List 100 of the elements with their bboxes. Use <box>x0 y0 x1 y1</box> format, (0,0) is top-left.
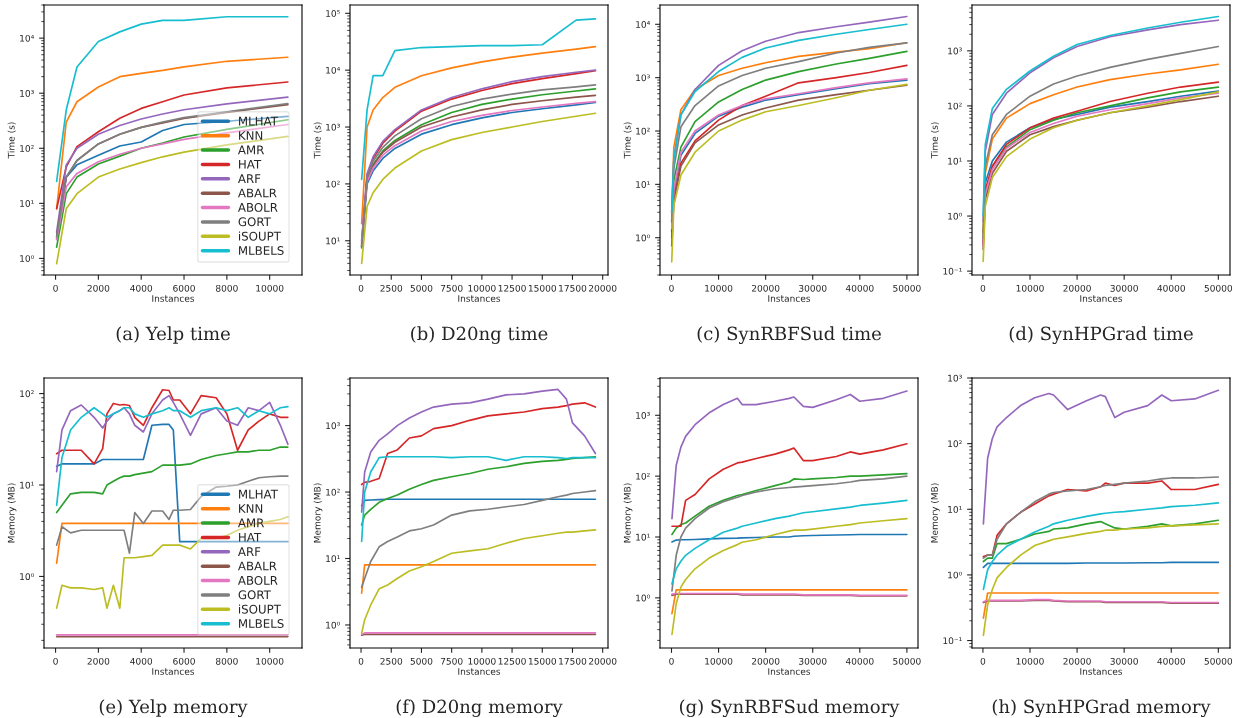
y-tick-label: 10² <box>636 127 650 135</box>
x-tick-label: 17500 <box>559 657 587 665</box>
x-tick-label: 2000 <box>87 657 110 665</box>
x-tick-label: 7500 <box>440 657 463 665</box>
text: (g) SynRBFSud memory <box>679 699 900 718</box>
x-axis-title: Instances <box>152 295 195 302</box>
x-tick-label: 10000 <box>256 284 284 292</box>
legend-label: ABALR <box>237 188 277 198</box>
y-axis-title: Memory (MB) <box>7 483 17 543</box>
x-tick-label: 10000 <box>468 284 496 292</box>
legend-label: AMR <box>237 518 265 528</box>
x-tick-label: 2500 <box>380 284 403 292</box>
x-axis-title: Instances <box>458 295 501 302</box>
x-tick-label: 2500 <box>380 657 403 665</box>
y-tick-label: 10³ <box>326 123 340 131</box>
x-tick-label: 2000 <box>87 284 110 292</box>
x-tick-label: 10000 <box>705 657 733 665</box>
x-tick-label: 40000 <box>1157 284 1185 292</box>
y-tick-label: 10⁴ <box>20 34 34 42</box>
y-tick-label: 10¹ <box>636 181 650 188</box>
x-tick-label: 50000 <box>1204 284 1233 292</box>
x-tick-label: 4000 <box>130 284 153 292</box>
legend-label: ABOLR <box>237 575 278 585</box>
x-tick-label: 20000 <box>1063 657 1091 665</box>
x-tick-label: 0 <box>53 657 58 665</box>
x-tick-label: 0 <box>980 657 986 665</box>
y-axis-title: Memory (MB) <box>930 483 940 543</box>
x-tick-label: 6000 <box>173 657 195 665</box>
y-tick-label: 10⁰ <box>326 621 340 629</box>
legend-label: HAT <box>239 532 262 542</box>
y-tick-label: 10⁰ <box>636 234 650 242</box>
x-tick-label: 12500 <box>498 284 526 292</box>
legend-label: iSOUPT <box>239 604 281 614</box>
y-axis-title: Time (s) <box>7 122 16 159</box>
y-tick-label: 10⁰ <box>948 571 962 579</box>
x-tick-label: 30000 <box>1110 657 1138 665</box>
y-tick-label: 10⁴ <box>636 21 650 28</box>
y-tick-label: 10³ <box>948 374 962 382</box>
x-tick-label: 50000 <box>1204 657 1233 665</box>
x-tick-label: 10000 <box>1016 657 1044 665</box>
legend-label: ARF <box>237 174 261 183</box>
y-axis-title: Memory (MB) <box>313 483 323 543</box>
x-axis-title: Instances <box>152 668 195 675</box>
legend-label: MLHAT <box>239 116 278 126</box>
y-tick-label: 10¹ <box>326 555 340 563</box>
x-axis-title: Instances <box>768 295 811 302</box>
x-tick-label: 40000 <box>845 657 874 665</box>
x-tick-label: 10000 <box>705 284 733 292</box>
x-tick-label: 0 <box>53 284 58 292</box>
x-tick-label: 5000 <box>410 284 433 292</box>
y-tick-label: 10³ <box>636 74 650 82</box>
y-tick-label: 10¹ <box>326 237 340 245</box>
x-tick-label: 20000 <box>751 657 780 665</box>
x-tick-label: 0 <box>980 284 986 292</box>
y-tick-label: 10⁻¹ <box>943 267 962 275</box>
y-tick-label: 10⁴ <box>326 66 340 74</box>
x-tick-label: 10000 <box>256 657 284 665</box>
y-tick-label: 10² <box>326 180 340 188</box>
x-tick-label: 20000 <box>588 284 617 292</box>
text: (b) D20ng time <box>411 326 548 345</box>
x-tick-label: 4000 <box>130 657 153 665</box>
x-tick-label: 30000 <box>1110 284 1138 292</box>
y-tick-label: 10¹ <box>948 506 962 513</box>
x-tick-label: 8000 <box>215 657 238 665</box>
x-tick-label: 20000 <box>1063 284 1091 292</box>
y-tick-label: 10² <box>948 440 962 448</box>
x-tick-label: 7500 <box>440 284 463 292</box>
y-tick-label: 10¹ <box>948 157 962 165</box>
y-tick-label: 10⁰ <box>20 255 34 262</box>
y-axis-title: Time (s) <box>930 122 939 159</box>
x-tick-label: 30000 <box>799 657 827 665</box>
text: (e) Yelp memory <box>99 699 248 718</box>
y-tick-label: 10³ <box>636 412 650 419</box>
y-tick-label: 10³ <box>948 47 962 55</box>
text: (c) SynRBFSud time <box>697 326 881 345</box>
legend-label: ABALR <box>237 561 277 571</box>
y-tick-label: 10⁰ <box>948 212 962 220</box>
legend-label: iSOUPT <box>239 231 281 241</box>
x-tick-label: 0 <box>669 284 674 292</box>
text: (h) SynHPGrad memory <box>992 699 1211 718</box>
x-tick-label: 8000 <box>215 284 238 292</box>
y-tick-label: 10¹ <box>20 481 34 489</box>
x-axis-title: Instances <box>458 668 501 675</box>
y-tick-label: 10⁻¹ <box>943 637 962 645</box>
legend-label: MLHAT <box>239 489 278 499</box>
y-tick-label: 10² <box>636 472 650 480</box>
x-tick-label: 40000 <box>1157 657 1185 665</box>
y-axis-title: Time (s) <box>623 122 632 159</box>
x-axis-title: Instances <box>1080 668 1123 675</box>
y-axis-title: Memory (MB) <box>623 483 633 543</box>
y-tick-label: 10⁰ <box>636 594 650 602</box>
x-tick-label: 17500 <box>559 284 587 292</box>
y-tick-label: 10¹ <box>20 200 34 207</box>
x-tick-label: 0 <box>358 657 364 665</box>
x-tick-label: 40000 <box>845 284 874 292</box>
x-tick-label: 20000 <box>588 657 617 665</box>
y-tick-label: 10³ <box>326 422 340 430</box>
x-tick-label: 50000 <box>893 284 921 292</box>
legend-label: HAT <box>239 159 262 169</box>
x-tick-label: 10000 <box>1016 284 1044 292</box>
